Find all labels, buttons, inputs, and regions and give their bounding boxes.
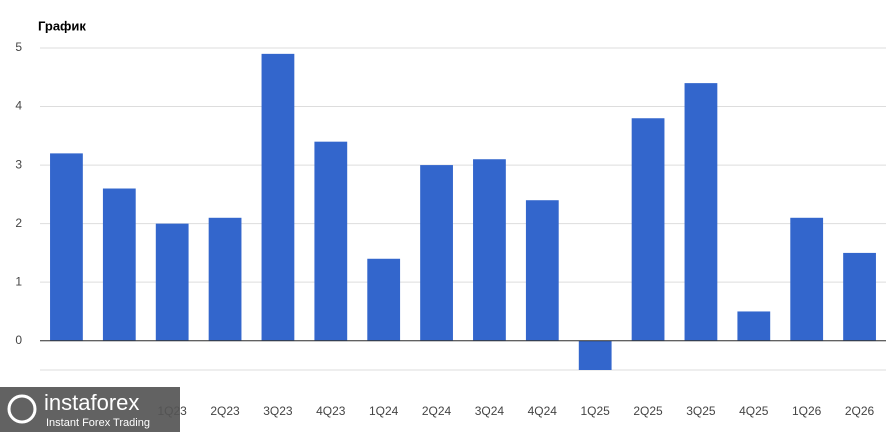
bar <box>155 223 189 341</box>
x-tick-label: 3Q24 <box>475 404 505 418</box>
x-tick-label: 2Q25 <box>633 404 663 418</box>
watermark-name: instaforex <box>44 390 139 415</box>
bar <box>208 217 242 341</box>
bar <box>102 188 136 341</box>
x-tick-label: 3Q23 <box>263 404 293 418</box>
bar <box>790 217 824 341</box>
bar <box>578 340 612 370</box>
watermark-box <box>0 387 180 432</box>
y-tick-label: 5 <box>15 40 22 54</box>
bar <box>684 83 718 341</box>
x-tick-label: 4Q23 <box>316 404 346 418</box>
bar <box>420 165 453 341</box>
x-tick-label: 4Q24 <box>528 404 558 418</box>
x-tick-label: 2Q23 <box>210 404 240 418</box>
x-tick-label: 4Q25 <box>739 404 769 418</box>
y-tick-label: 1 <box>15 274 22 288</box>
x-tick-label: 1Q26 <box>792 404 822 418</box>
bar <box>473 159 506 341</box>
x-tick-label: 2Q26 <box>845 404 875 418</box>
y-tick-label: 0 <box>15 333 22 347</box>
bar <box>843 252 876 341</box>
chart-title: График <box>38 18 86 33</box>
watermark-tagline: Instant Forex Trading <box>46 417 150 429</box>
bar <box>367 258 401 341</box>
x-tick-label: 3Q25 <box>686 404 716 418</box>
y-tick-label: 3 <box>15 157 22 171</box>
y-tick-label: 2 <box>15 216 22 230</box>
bar <box>631 118 665 341</box>
y-tick-label: 4 <box>15 99 22 113</box>
x-tick-label: 1Q25 <box>581 404 611 418</box>
x-tick-label: 1Q24 <box>369 404 399 418</box>
bar <box>737 311 771 341</box>
bar <box>50 153 83 341</box>
x-tick-label: 2Q24 <box>422 404 452 418</box>
bar <box>314 141 348 341</box>
bar <box>525 200 559 341</box>
watermark-logo <box>7 394 37 424</box>
bar <box>261 53 295 341</box>
